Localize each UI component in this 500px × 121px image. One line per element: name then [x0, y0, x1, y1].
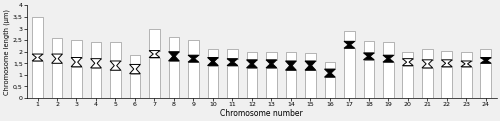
Bar — [422, 68, 432, 98]
Polygon shape — [32, 54, 43, 61]
Polygon shape — [71, 57, 82, 67]
Bar — [32, 61, 43, 98]
Bar — [149, 57, 160, 98]
Bar — [344, 48, 354, 98]
Polygon shape — [286, 61, 296, 70]
Bar — [461, 67, 471, 98]
Bar — [227, 66, 238, 98]
Bar — [364, 60, 374, 98]
Bar — [52, 63, 62, 98]
Polygon shape — [344, 41, 354, 48]
Bar — [168, 61, 179, 98]
Bar — [286, 70, 296, 98]
Polygon shape — [383, 55, 394, 62]
Bar — [227, 49, 238, 59]
Bar — [383, 62, 394, 98]
Bar — [480, 63, 491, 98]
Polygon shape — [208, 57, 218, 66]
Polygon shape — [110, 61, 121, 70]
Bar — [149, 29, 160, 51]
Bar — [442, 51, 452, 60]
Bar — [402, 52, 413, 59]
Polygon shape — [364, 53, 374, 60]
Y-axis label: Chromosome length (μm): Chromosome length (μm) — [4, 9, 10, 95]
Bar — [344, 31, 354, 41]
Bar — [324, 77, 335, 98]
Bar — [188, 62, 199, 98]
Bar — [442, 67, 452, 98]
Polygon shape — [227, 59, 238, 66]
Polygon shape — [149, 51, 160, 57]
Bar — [208, 66, 218, 98]
Polygon shape — [168, 52, 179, 61]
Bar — [364, 41, 374, 53]
Bar — [480, 49, 491, 57]
Bar — [461, 52, 471, 61]
Bar — [130, 74, 140, 98]
Bar — [208, 49, 218, 57]
Bar — [266, 68, 277, 98]
Polygon shape — [246, 60, 258, 68]
Bar — [383, 42, 394, 55]
Polygon shape — [324, 69, 335, 77]
Bar — [110, 70, 121, 98]
Bar — [305, 70, 316, 98]
Bar — [130, 55, 140, 64]
Polygon shape — [480, 57, 491, 63]
Polygon shape — [422, 60, 432, 68]
Bar — [168, 37, 179, 52]
Polygon shape — [90, 59, 102, 68]
Polygon shape — [130, 64, 140, 74]
Bar — [188, 40, 199, 55]
Bar — [402, 66, 413, 98]
Bar — [32, 17, 43, 54]
Bar — [71, 40, 82, 57]
X-axis label: Chromosome number: Chromosome number — [220, 109, 303, 117]
Bar — [52, 38, 62, 54]
Bar — [110, 42, 121, 61]
Bar — [324, 62, 335, 69]
Polygon shape — [305, 61, 316, 70]
Bar — [246, 52, 258, 60]
Polygon shape — [266, 60, 277, 68]
Polygon shape — [442, 60, 452, 67]
Bar — [90, 68, 102, 98]
Bar — [71, 67, 82, 98]
Polygon shape — [52, 54, 62, 63]
Polygon shape — [461, 61, 471, 67]
Bar — [422, 49, 432, 60]
Polygon shape — [188, 55, 199, 62]
Bar — [305, 53, 316, 61]
Bar — [246, 68, 258, 98]
Polygon shape — [402, 59, 413, 66]
Bar — [266, 52, 277, 60]
Bar — [286, 52, 296, 61]
Bar — [90, 42, 102, 59]
